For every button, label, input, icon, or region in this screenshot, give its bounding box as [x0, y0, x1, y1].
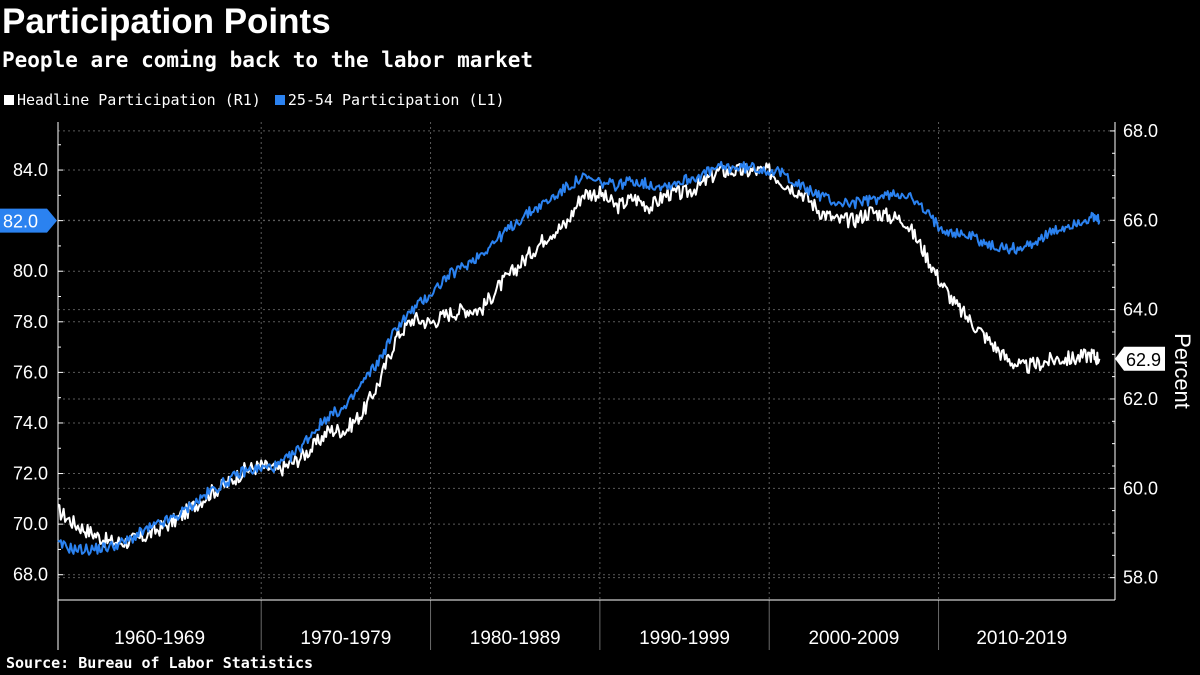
category-label-2: 1980-1989 [470, 628, 561, 649]
left-tick-label-0: 84.0 [13, 160, 48, 180]
legend-label-headline: Headline Participation (R1) [17, 91, 261, 109]
grid-layer [58, 122, 1115, 600]
legend-label-prime-age: 25-54 Participation (L1) [287, 91, 505, 109]
right-axis-label: Percent [1170, 333, 1195, 409]
legend-item-headline: Headline Participation (R1) [4, 90, 261, 110]
series-line-headline [57, 162, 1101, 550]
category-label-5: 2010-2019 [976, 628, 1067, 649]
right-last-value-tag [1115, 346, 1165, 371]
chart-title: Participation Points [2, 2, 331, 41]
right-tick-label-1: 66.0 [1123, 210, 1158, 230]
right-tick-label-4: 60.0 [1123, 478, 1158, 498]
left-tick-label-5: 74.0 [13, 413, 48, 433]
category-label-3: 1990-1999 [639, 628, 730, 649]
chart-legend: Headline Participation (R1) 25-54 Partic… [4, 90, 505, 110]
right-tick-label-2: 64.0 [1123, 300, 1158, 320]
axes-layer [57, 122, 1116, 650]
legend-item-prime-age: 25-54 Participation (L1) [274, 90, 505, 110]
legend-swatch-headline [4, 95, 14, 105]
legend-swatch-prime-age [274, 95, 285, 105]
left-tick-label-2: 80.0 [13, 261, 48, 281]
category-label-1: 1970-1979 [300, 628, 391, 649]
right-tick-label-3: 62.0 [1123, 389, 1158, 409]
left-last-value-tag [0, 208, 57, 233]
series-layer [57, 160, 1101, 556]
series-line-prime-age [57, 160, 1101, 556]
right-last-value-label: 62.9 [1126, 350, 1161, 370]
left-tick-label-3: 78.0 [13, 312, 48, 332]
left-tick-label-4: 76.0 [13, 362, 48, 382]
category-label-4: 2000-2009 [808, 628, 899, 649]
label-layer: 84.0 82.0 80.0 78.0 76.0 74.0 72.0 70.0 68.0 68.0… [0, 121, 1195, 649]
left-last-value-label: 82.0 [3, 212, 38, 232]
left-tick-label-8: 68.0 [13, 565, 48, 585]
left-tick-label-6: 72.0 [13, 464, 48, 484]
category-label-0: 1960-1969 [114, 628, 205, 649]
chart-source: Source: Bureau of Labor Statistics [6, 654, 314, 672]
right-tick-label-5: 58.0 [1123, 568, 1158, 588]
chart-subtitle: People are coming back to the labor mark… [2, 48, 534, 72]
left-tick-label-7: 70.0 [13, 514, 48, 534]
right-tick-label-0: 68.0 [1123, 121, 1158, 141]
